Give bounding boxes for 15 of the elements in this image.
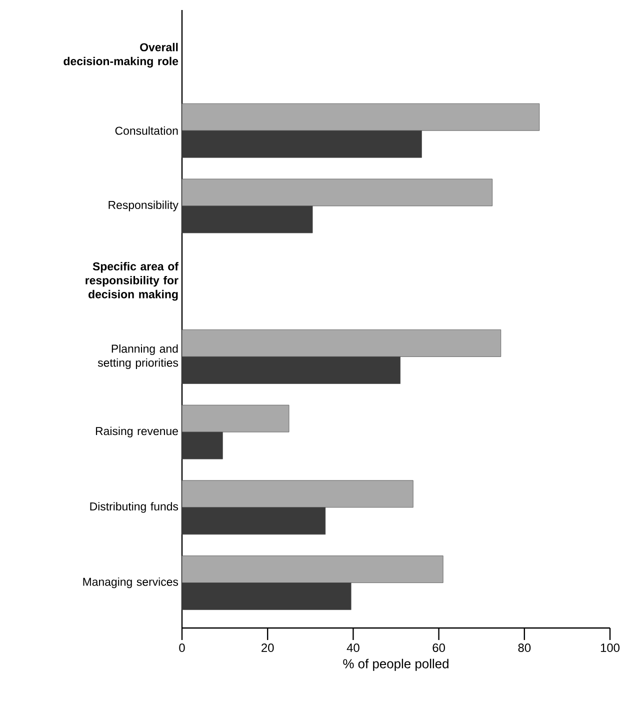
y-tick-label: Raising revenue — [96, 426, 178, 438]
x-axis-title: % of people polled — [343, 658, 448, 671]
x-tick-label: 20 — [262, 644, 274, 652]
x-tick-label: 80 — [518, 644, 531, 652]
x-tick-label: 100 — [600, 644, 620, 652]
y-tick-label: Responsibility — [108, 200, 178, 212]
y-tick-label: Overall decision-making role — [64, 42, 178, 68]
y-tick-label: Managing services — [83, 577, 178, 588]
x-tick-label: 60 — [432, 644, 445, 652]
y-tick-label: Specific area of responsibility for decision making — [86, 262, 178, 301]
x-tick-label: 40 — [346, 644, 360, 652]
y-tick-label: Distributing funds — [90, 502, 178, 513]
y-tick-label: Planning and setting priorities — [98, 344, 178, 370]
y-tick-label: Consultation — [115, 126, 178, 135]
x-tick-label: 0 — [179, 644, 185, 652]
